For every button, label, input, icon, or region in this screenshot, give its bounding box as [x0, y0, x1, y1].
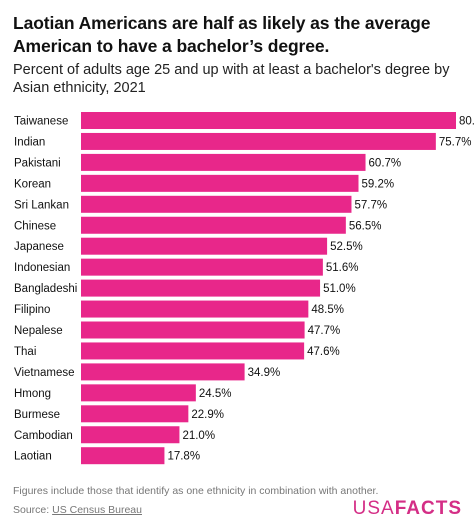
- value-label: 56.5%: [349, 220, 382, 232]
- category-label: Pakistani: [14, 157, 61, 169]
- bar: [81, 426, 180, 444]
- category-label: Bangladeshi: [14, 283, 77, 295]
- category-label: Filipino: [14, 304, 50, 316]
- category-label: Cambodian: [14, 430, 73, 442]
- bar: [81, 153, 366, 171]
- logo-text-facts: FACTS: [394, 498, 462, 519]
- category-label: Hmong: [14, 388, 51, 400]
- value-label: 57.7%: [354, 199, 387, 211]
- source-line: Source: US Census Bureau: [13, 504, 142, 516]
- category-label: Indian: [14, 136, 45, 148]
- value-label: 47.7%: [308, 325, 341, 337]
- value-label: 17.8%: [167, 451, 200, 463]
- value-label: 51.6%: [326, 262, 359, 274]
- logo-text-usa: USA: [352, 498, 395, 519]
- category-label: Nepalese: [14, 325, 63, 337]
- category-label: Taiwanese: [14, 116, 68, 128]
- footnote: Figures include those that identify as o…: [13, 485, 379, 497]
- bar: [81, 321, 305, 339]
- bar: [81, 447, 165, 465]
- chart-subtitle: Percent of adults age 25 and up with at …: [13, 62, 450, 96]
- category-label: Vietnamese: [14, 367, 75, 379]
- value-label: 75.7%: [439, 136, 472, 148]
- value-label: 51.0%: [323, 283, 356, 295]
- value-label: 34.9%: [248, 367, 281, 379]
- bar: [81, 342, 305, 360]
- value-label: 21.0%: [182, 430, 215, 442]
- bar-chart: Taiwanese 80.0% Indian 75.7% Pakistani 60.7% K…: [14, 112, 474, 465]
- bar: [81, 216, 346, 234]
- bar: [81, 112, 456, 129]
- value-label: 59.2%: [362, 178, 395, 190]
- category-label: Laotian: [14, 451, 52, 463]
- bar: [81, 237, 328, 255]
- value-label: 24.5%: [199, 388, 232, 400]
- bar: [81, 258, 323, 276]
- source-prefix: Source:: [13, 504, 53, 516]
- value-label: 47.6%: [307, 346, 340, 358]
- bar: [81, 363, 245, 381]
- value-label: 80.0%: [459, 116, 474, 128]
- bar: [81, 300, 309, 318]
- bar: [81, 405, 189, 423]
- category-label: Burmese: [14, 409, 60, 421]
- value-label: 22.9%: [191, 409, 224, 421]
- category-label: Japanese: [14, 241, 64, 253]
- category-label: Chinese: [14, 220, 56, 232]
- bar: [81, 279, 321, 297]
- value-label: 60.7%: [369, 157, 402, 169]
- category-label: Sri Lankan: [14, 199, 69, 211]
- category-label: Korean: [14, 178, 51, 190]
- value-label: 52.5%: [330, 241, 363, 253]
- chart-title: Laotian Americans are half as likely as …: [13, 13, 431, 56]
- value-label: 48.5%: [311, 304, 344, 316]
- category-label: Indonesian: [14, 262, 70, 274]
- bar: [81, 132, 436, 150]
- source-link[interactable]: US Census Bureau: [52, 504, 142, 516]
- bar: [81, 195, 352, 213]
- bar: [81, 174, 359, 192]
- bar: [81, 384, 196, 402]
- usafacts-logo: USAFACTS: [353, 498, 462, 520]
- category-label: Thai: [14, 346, 36, 358]
